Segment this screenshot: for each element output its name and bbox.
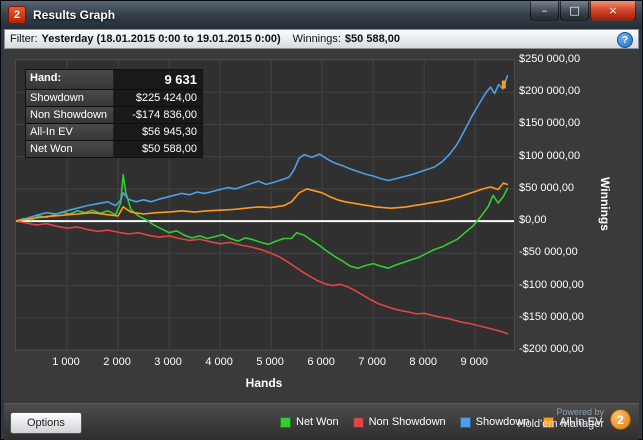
chart-area: Hand: 9 631 Showdown $225 424,00 Non Showdow… [4,49,639,403]
filter-bar: Filter: Yesterday (18.01.2015 0:00 to 19… [4,29,639,49]
x-tick-label: 6 000 [307,356,335,368]
stat-label: Showdown [26,90,114,106]
stat-label: Non Showdown [26,107,114,123]
stat-value: $225 424,00 [135,92,197,104]
y-tick-label: $150 000,00 [519,117,581,130]
plot-region[interactable]: Hand: 9 631 Showdown $225 424,00 Non Showdow… [15,59,515,351]
stat-value: $56 945,30 [141,126,197,138]
y-tick-label: -$150 000,00 [519,310,584,323]
legend-item-non-showdown: Non Showdown [352,416,446,428]
winnings-value: $50 588,00 [344,33,400,45]
filter-label: Filter: [10,33,38,45]
stat-row-all-in-ev: All-In EV $56 945,30 [26,124,202,141]
stat-value: $50 588,00 [141,143,197,155]
winnings-label: Winnings: [292,33,341,45]
chart-svg [16,60,514,350]
x-tick-label: 3 000 [154,356,182,368]
legend-item-showdown: Showdown [459,416,530,428]
stat-label: Net Won [26,141,114,157]
stat-row-showdown: Showdown $225 424,00 [26,90,202,107]
stat-label: Hand: [26,70,114,89]
stats-tooltip: Hand: 9 631 Showdown $225 424,00 Non Showdow… [25,69,203,158]
y-tick-label: $0,00 [519,214,547,227]
y-tick-label: $100 000,00 [519,149,581,162]
filter-range-text: Yesterday (18.01.2015 0:00 to 19.01.2015… [41,33,281,45]
close-icon: × [608,4,618,17]
y-tick-label: -$200 000,00 [519,343,584,355]
maximize-icon: □ [569,4,580,17]
x-tick-label: 5 000 [256,356,284,368]
legend-item-net-won: Net Won [280,416,339,428]
minimize-button[interactable]: – [530,1,559,21]
x-tick-label: 9 000 [460,356,488,368]
powered-by-text: Powered by [556,407,604,417]
y-tick-label: $50 000,00 [519,181,575,194]
x-tick-label: 2 000 [103,356,131,368]
y-tick-label: -$100 000,00 [519,278,584,291]
app-icon-glyph: 2 [13,8,21,21]
x-tick-label: 4 000 [205,356,233,368]
x-axis-title: Hands [245,376,283,390]
y-tick-label: $200 000,00 [519,85,581,98]
close-button[interactable]: × [590,1,636,21]
legend-swatch [459,416,471,428]
legend-label: Showdown [475,416,530,428]
x-tick-label: 8 000 [409,356,437,368]
footer-bar: Options Net Won Non Showdown Showdown All-I… [4,403,639,440]
y-tick-label: -$50 000,00 [519,246,578,259]
legend-swatch [280,416,291,428]
stat-value: -$174 836,00 [132,109,197,121]
x-tick-label: 1 000 [52,356,80,368]
chart-legend: Net Won Non Showdown Showdown All-In EV [280,416,602,428]
stat-label: All-In EV [26,124,114,140]
legend-label: All-In EV [559,416,603,428]
titlebar[interactable]: 2 Results Graph – □ × [1,1,642,29]
options-button[interactable]: Options [10,412,82,434]
help-icon[interactable]: ? [617,32,633,48]
window-controls: – □ × [529,1,636,21]
y-axis-title: Winnings [598,177,612,231]
stat-row-net-won: Net Won $50 588,00 [26,141,202,157]
powered-by: Powered by Hold'em Manager 2 [518,407,631,432]
legend-swatch [543,416,555,428]
stat-value: 9 631 [164,72,197,87]
app-icon: 2 [8,6,26,24]
window-title: Results Graph [33,8,116,22]
maximize-button[interactable]: □ [560,1,589,21]
legend-item-all-in-ev: All-In EV [543,416,602,428]
x-tick-label: 7 000 [358,356,386,368]
stat-row-hand: Hand: 9 631 [26,70,202,90]
legend-label: Non Showdown [368,416,446,428]
brand-logo: 2 [610,409,631,430]
y-tick-label: $250 000,00 [519,53,581,65]
brand-name: Hold'em Manager [517,418,604,431]
legend-swatch [352,416,364,428]
stat-row-non-showdown: Non Showdown -$174 836,00 [26,107,202,124]
minimize-icon: – [541,4,548,17]
legend-label: Net Won [296,416,339,428]
